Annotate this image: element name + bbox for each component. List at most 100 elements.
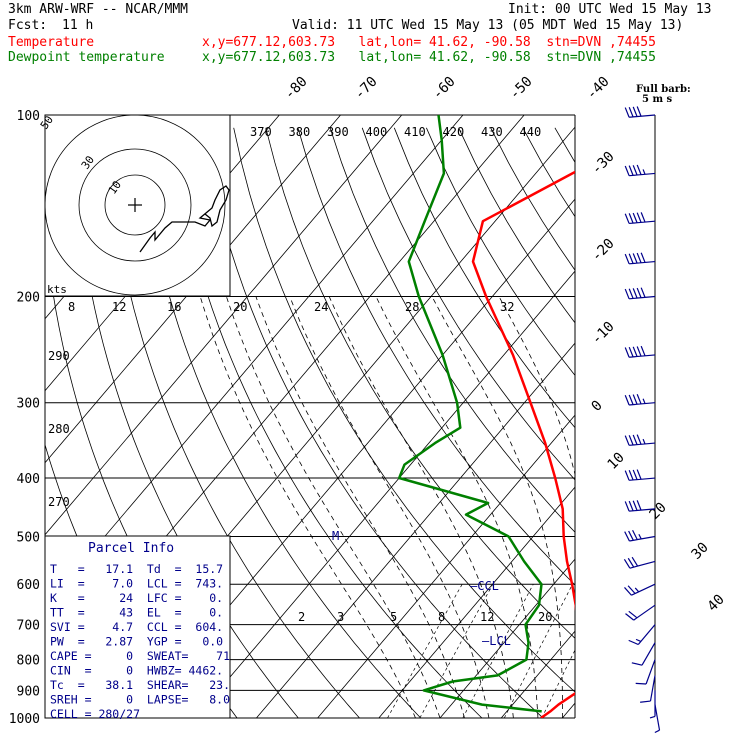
wind-barb-shaft bbox=[629, 560, 656, 569]
wind-barb-flag bbox=[632, 212, 638, 223]
wind-barb-flag bbox=[624, 395, 630, 406]
wind-barb-flag bbox=[628, 639, 639, 646]
parcel-row: PW = 2.87 YGP = 0.0 bbox=[50, 635, 223, 649]
wind-barb-flag bbox=[636, 469, 642, 480]
wind-barb bbox=[635, 659, 656, 685]
isotherm-line bbox=[45, 115, 341, 464]
pressure-label-100: 100 bbox=[17, 109, 40, 124]
theta-label: 430 bbox=[481, 125, 503, 139]
wind-barb-shaft bbox=[633, 604, 656, 621]
wind-barb-flag bbox=[632, 165, 638, 176]
wind-barb-flag bbox=[642, 169, 646, 175]
wind-barb-flag bbox=[628, 435, 634, 446]
dewpoint-profile bbox=[397, 115, 543, 713]
moist-adiabat-line bbox=[431, 296, 563, 718]
wind-barb-flag bbox=[628, 213, 634, 224]
parcel-row: CELL = 280/27 bbox=[50, 707, 140, 721]
wind-barb-flag bbox=[636, 252, 642, 263]
theta-left-label: 290 bbox=[48, 349, 70, 363]
wind-barb-flag bbox=[642, 438, 646, 445]
hodograph-ring-label: 50 bbox=[38, 113, 56, 131]
wind-barb-flag bbox=[628, 288, 634, 299]
dry-adiabat-line bbox=[233, 127, 575, 693]
wind-barb-flag bbox=[624, 587, 632, 596]
dry-adiabat-line bbox=[361, 127, 575, 481]
mixing-ratio-label: 16 bbox=[167, 300, 181, 314]
wind-barb-flag bbox=[632, 434, 638, 445]
dry-adiabat-line bbox=[587, 128, 740, 731]
wind-barb-flag bbox=[640, 345, 646, 357]
isotherm-line bbox=[45, 115, 403, 536]
dry-adiabat-line bbox=[393, 127, 575, 429]
isotherm-line bbox=[256, 342, 575, 718]
wind-barb-flag bbox=[636, 287, 642, 298]
wind-barb bbox=[624, 469, 656, 481]
wind-barb-flag bbox=[636, 394, 642, 405]
wind-barb-shaft bbox=[631, 583, 656, 596]
parcel-row: LI = 7.0 LCL = 743. bbox=[50, 577, 223, 591]
wind-barb-shaft bbox=[629, 402, 656, 406]
pressure-label-200: 200 bbox=[17, 291, 40, 306]
isotherm-line bbox=[439, 558, 575, 718]
isotherm-label: -20 bbox=[589, 236, 618, 265]
moist-adiabat-line bbox=[575, 297, 624, 719]
wind-barb-shaft bbox=[629, 535, 656, 542]
wind-barb bbox=[640, 675, 656, 703]
moist-adiabat-line bbox=[226, 296, 441, 718]
wind-barb-flag bbox=[640, 287, 646, 298]
wind-barb-flag bbox=[628, 610, 638, 619]
parcel-row: Tc = 38.1 SHEAR= 23. bbox=[50, 678, 230, 692]
parcel-row: T = 17.1 Td = 15.7 bbox=[50, 562, 223, 576]
wind-barb bbox=[624, 583, 656, 596]
wind-barb-shaft bbox=[629, 114, 656, 118]
wind-barb-flag bbox=[628, 106, 634, 118]
model-title: 3km ARW-WRF -- NCAR/MMM bbox=[8, 2, 189, 17]
mixing-ratio-label: 12 bbox=[112, 300, 126, 314]
wind-barb-flag bbox=[624, 501, 630, 512]
wind-barb-flag bbox=[640, 700, 651, 703]
moist-adiabat-line bbox=[289, 296, 490, 718]
wind-barb-flag bbox=[632, 469, 638, 480]
wind-barb-shaft bbox=[637, 624, 656, 645]
wind-barb-flag bbox=[628, 530, 634, 541]
forecast-hour: 11 h bbox=[62, 18, 94, 33]
forecast-label: Fcst: bbox=[8, 18, 48, 33]
wind-barb-flag bbox=[623, 558, 631, 569]
pressure-label-700: 700 bbox=[17, 619, 40, 634]
wind-barb-flag bbox=[624, 531, 630, 542]
dry-adiabat-line bbox=[683, 128, 740, 731]
parcel-box bbox=[44, 535, 231, 719]
isotherm-label: 0 bbox=[589, 398, 606, 415]
dry-adiabat-line bbox=[329, 127, 575, 533]
isotherm-label: -30 bbox=[589, 149, 618, 178]
mixing-ratio-label: 2 bbox=[298, 610, 305, 624]
theta-label: 420 bbox=[443, 125, 465, 139]
wind-barb-shaft bbox=[629, 508, 656, 512]
dry-adiabat-line bbox=[426, 127, 575, 376]
parcel-title: Parcel Info bbox=[88, 541, 174, 556]
isotherm-label: 30 bbox=[689, 540, 712, 563]
isotherm-label: -50 bbox=[507, 74, 536, 103]
wind-barb-flag bbox=[636, 106, 642, 117]
isotherm-label: -40 bbox=[584, 74, 613, 103]
wind-barb bbox=[624, 434, 656, 446]
mixing-ratio-label: 32 bbox=[500, 300, 514, 314]
isotherm-line bbox=[194, 270, 575, 718]
hodograph-units: kts bbox=[47, 283, 67, 296]
wind-barb-flag bbox=[635, 682, 647, 685]
wind-barb-flag bbox=[634, 587, 640, 593]
hodograph: 10 30 50 kts bbox=[38, 113, 231, 297]
wind-barb-flag bbox=[636, 434, 642, 445]
annotation-ccl: —CCL bbox=[470, 579, 499, 593]
parcel-info-box: Parcel Info T = 17.1 Td = 15.7LI = 7.0 LC… bbox=[44, 535, 231, 721]
wind-barb-flag bbox=[632, 394, 638, 405]
wind-barb-flag bbox=[624, 435, 630, 446]
wind-barb-flag bbox=[632, 530, 638, 540]
wind-barb-flag bbox=[624, 288, 630, 300]
wind-barb-flag bbox=[624, 165, 630, 176]
wind-barb-shaft bbox=[629, 220, 656, 225]
isotherm-label: -80 bbox=[282, 74, 311, 103]
wind-barb-flag bbox=[624, 470, 630, 481]
legend-dewpoint: Dewpoint temperature bbox=[8, 50, 165, 65]
